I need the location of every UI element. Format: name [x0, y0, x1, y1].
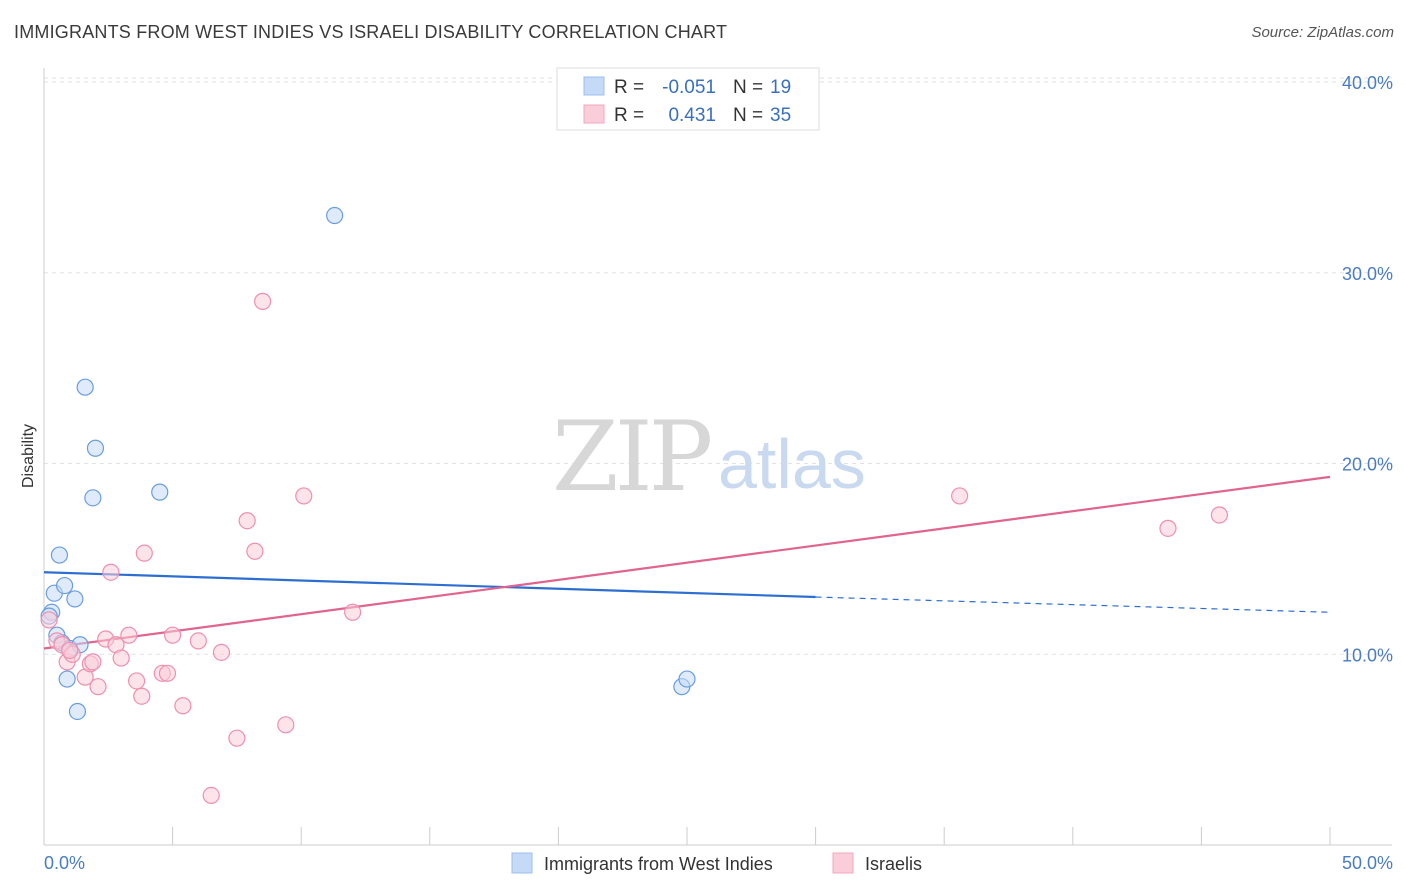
- israelis-point: [277, 716, 295, 734]
- israelis-point: [228, 729, 246, 747]
- israelis-point: [212, 643, 231, 661]
- y-tick-label: 10.0%: [1342, 645, 1393, 665]
- israelis-point: [61, 641, 79, 660]
- israelis-point: [202, 786, 220, 805]
- israelis-point: [1159, 519, 1177, 537]
- legend-n-label: N =: [733, 105, 763, 126]
- bottom-legend-label: Israelis: [865, 854, 922, 874]
- west-indies-point: [55, 576, 74, 595]
- israelis-point: [254, 292, 272, 310]
- legend-r-value: 0.431: [668, 105, 716, 126]
- israelis-point: [164, 626, 182, 644]
- data-points: [40, 206, 1229, 805]
- y-tick-label: 30.0%: [1342, 264, 1393, 284]
- x-tick-label: 50.0%: [1342, 853, 1393, 873]
- west-indies-trend-line: [43, 571, 816, 599]
- legend-swatch: [583, 76, 605, 96]
- israelis-point: [84, 653, 102, 671]
- grid-lines: [44, 77, 1394, 655]
- legend-n-label: N =: [733, 77, 763, 98]
- israelis-point: [40, 611, 58, 629]
- israelis-trend-line: [43, 475, 1331, 650]
- west-indies-trend-extension: [815, 596, 1331, 613]
- israelis-point: [951, 487, 969, 505]
- x-tick-labels: 0.0% 50.0%: [44, 853, 1393, 873]
- israelis-point: [238, 512, 256, 530]
- west-indies-point: [50, 546, 69, 564]
- legend-r-value: -0.051: [662, 77, 716, 98]
- west-indies-point: [66, 590, 84, 608]
- bottom-legend-swatch: [511, 852, 533, 874]
- west-indies-point: [86, 439, 105, 457]
- israelis-point: [158, 664, 177, 682]
- axes: [43, 68, 1392, 846]
- x-tick-label: 0.0%: [44, 853, 85, 873]
- y-tick-labels: 10.0% 20.0% 30.0% 40.0%: [1342, 73, 1393, 665]
- israelis-point: [135, 544, 153, 562]
- israelis-point: [174, 697, 192, 715]
- source-credit: Source: ZipAtlas.com: [1251, 24, 1394, 41]
- legend-swatch: [583, 104, 605, 124]
- west-indies-point: [68, 702, 87, 721]
- legend-stats: R = -0.051 N = 19 R = 0.431 N = 35: [556, 67, 820, 131]
- bottom-legend-label: Immigrants from West Indies: [544, 854, 773, 874]
- legend-n-value: 35: [770, 105, 791, 126]
- legend-bottom: Immigrants from West Indies Israelis: [511, 852, 922, 874]
- west-indies-point: [58, 670, 76, 688]
- y-tick-label: 40.0%: [1342, 73, 1393, 93]
- israelis-point: [295, 487, 313, 505]
- watermark-zip: ZIP: [552, 401, 711, 513]
- west-indies-point: [678, 670, 696, 688]
- trend-lines: [43, 475, 1331, 650]
- israelis-point: [246, 542, 264, 560]
- watermark: ZIP atlas: [552, 401, 866, 513]
- israelis-point: [1210, 506, 1229, 524]
- israelis-point: [102, 563, 120, 581]
- y-axis-title: Disability: [20, 424, 37, 488]
- west-indies-point: [151, 483, 169, 501]
- west-indies-point: [326, 206, 344, 225]
- israelis-point: [112, 649, 130, 667]
- chart-title: IMMIGRANTS FROM WEST INDIES VS ISRAELI D…: [14, 22, 728, 42]
- legend-r-label: R =: [614, 105, 644, 126]
- west-indies-point: [84, 489, 102, 507]
- watermark-atlas: atlas: [718, 425, 866, 503]
- israelis-point: [127, 672, 146, 690]
- israelis-point: [89, 678, 107, 696]
- bottom-legend-swatch: [832, 852, 854, 874]
- israelis-point: [189, 632, 207, 650]
- west-indies-point: [76, 378, 94, 396]
- legend-n-value: 19: [770, 77, 791, 98]
- israelis-point: [120, 626, 138, 644]
- legend-r-label: R =: [614, 77, 644, 98]
- israelis-point: [344, 603, 362, 621]
- israelis-point: [133, 687, 151, 705]
- y-tick-label: 20.0%: [1342, 455, 1393, 475]
